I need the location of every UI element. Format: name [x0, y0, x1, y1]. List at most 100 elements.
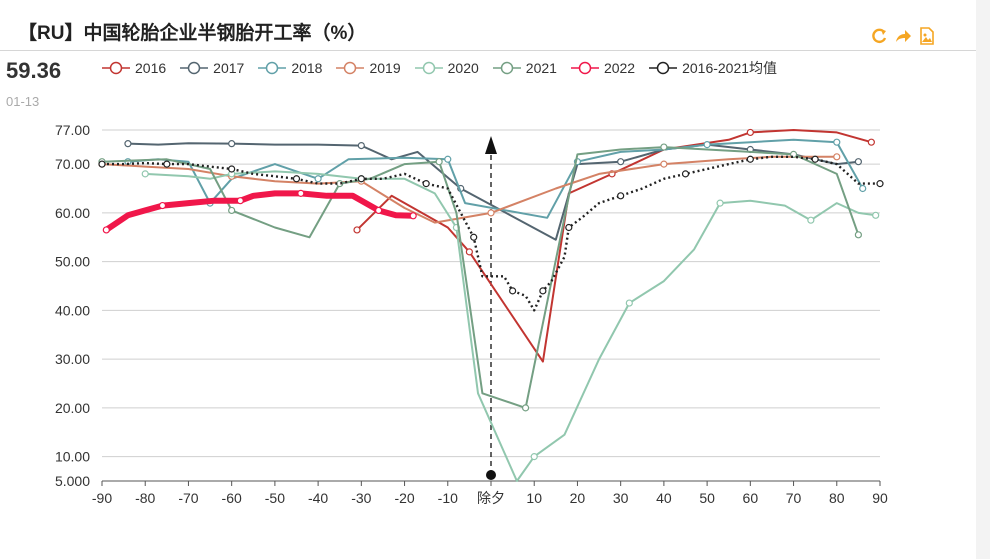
x-tick-label: 除夕 [477, 490, 505, 506]
y-tick-label: 60.00 [55, 205, 90, 221]
y-tick-label: 10.00 [55, 449, 90, 465]
x-tick-label: -80 [135, 490, 155, 506]
series-point-2016-2021均值 [539, 287, 547, 295]
legend-marker [258, 61, 287, 75]
series-point-2022 [102, 226, 110, 234]
series-point-2021 [435, 158, 443, 166]
series-point-2020 [872, 211, 880, 219]
legend-item-2019[interactable]: 2019 [336, 58, 401, 78]
series-point-2017 [854, 158, 862, 166]
legend-label: 2020 [447, 60, 479, 76]
latest-value: 59.36 [6, 58, 62, 83]
legend-item-2021[interactable]: 2021 [492, 58, 557, 78]
series-line-2021 [101, 146, 860, 409]
x-tick-label: 10 [526, 490, 542, 506]
annotation-dot [486, 470, 496, 480]
legend-marker [570, 61, 599, 75]
legend-label: 2018 [291, 60, 323, 76]
x-tick-label: 90 [872, 490, 888, 506]
series-point-2016-2021均值 [98, 160, 106, 168]
series-point-2016-2021均值 [746, 155, 754, 163]
series-point-2016 [465, 248, 473, 256]
series-point-2016-2021均值 [422, 180, 430, 188]
legend-label: 2016 [135, 60, 167, 76]
x-tick-label: -70 [178, 490, 198, 506]
x-tick-label: -60 [222, 490, 242, 506]
legend-marker [492, 61, 521, 75]
legend-item-2022[interactable]: 2022 [570, 58, 636, 78]
series-point-2018 [833, 138, 841, 146]
series-point-2016-2021均值 [681, 170, 690, 178]
y-tick-label: 77.00 [55, 122, 90, 138]
series-line-2019 [101, 155, 837, 224]
series-point-2016 [867, 138, 875, 146]
series-point-2019 [660, 160, 668, 168]
legend-label: 2022 [603, 60, 636, 76]
legend-label: 2017 [213, 60, 245, 76]
legend-item-2020[interactable]: 2020 [414, 58, 479, 78]
series-point-2017 [357, 142, 365, 150]
series-point-2017 [617, 158, 625, 166]
legend-item-2016[interactable]: 2016 [102, 58, 166, 78]
series-point-2022 [297, 189, 305, 197]
image-download-icon[interactable] [918, 27, 936, 45]
series-point-2020 [141, 170, 149, 178]
x-tick-label: 80 [829, 490, 845, 506]
legend-marker [102, 61, 130, 75]
legend-label: 2019 [369, 60, 401, 76]
y-tick-label: 50.00 [55, 254, 90, 270]
y-tick-label: 70.00 [55, 156, 90, 172]
series-point-2016-2021均值 [292, 175, 301, 183]
series-point-2020 [530, 453, 538, 461]
refresh-icon[interactable] [870, 27, 888, 45]
series-point-2020 [807, 216, 815, 224]
series-point-2020 [625, 299, 633, 307]
series-point-2016-2021均值 [876, 180, 884, 188]
legend-marker [180, 61, 209, 75]
x-tick-label: 60 [743, 490, 759, 506]
x-tick-label: 70 [786, 490, 802, 506]
series-point-2016 [746, 128, 754, 137]
x-tick-label: -40 [308, 490, 328, 506]
chart-toolbar [870, 27, 936, 45]
share-icon[interactable] [894, 27, 912, 45]
y-tick-label: 30.00 [55, 351, 90, 367]
annotation-arrowhead [485, 136, 497, 154]
series-point-2022 [158, 201, 167, 210]
series-point-2022 [375, 206, 383, 215]
series-point-2018 [703, 141, 711, 149]
x-tick-label: 40 [656, 490, 672, 506]
legend-item-2016-2021均值[interactable]: 2016-2021均值 [649, 58, 777, 78]
series-point-2016-2021均值 [617, 192, 625, 200]
chart-title: 【RU】中国轮胎企业半钢胎开工率（%） [18, 23, 367, 44]
series-point-2017 [124, 140, 132, 148]
series-point-2020 [716, 199, 724, 207]
x-tick-label: -10 [438, 490, 458, 506]
series-line-2020 [145, 170, 876, 482]
y-tick-label: 5.000 [55, 473, 90, 489]
legend-label: 2016-2021均值 [682, 60, 778, 76]
series-point-2018 [444, 155, 452, 163]
series-point-2021 [854, 231, 862, 239]
legend-item-2017[interactable]: 2017 [180, 58, 244, 78]
series-point-2018 [859, 184, 867, 193]
x-tick-label: 30 [613, 490, 629, 506]
series-point-2016-2021均值 [163, 160, 171, 168]
series-point-2016-2021均值 [228, 165, 236, 173]
x-tick-label: -30 [351, 490, 371, 506]
series-point-2022 [236, 197, 244, 205]
legend-marker [414, 61, 443, 75]
y-tick-label: 40.00 [55, 302, 90, 318]
series-point-2016-2021均值 [470, 233, 478, 241]
series-point-2018 [314, 175, 322, 183]
series-point-2021 [228, 206, 236, 215]
series-point-2022 [409, 212, 417, 220]
series-line-2022 [104, 190, 414, 233]
legend-item-2018[interactable]: 2018 [258, 58, 322, 78]
series-point-2019 [833, 153, 841, 161]
series-point-2021 [660, 143, 668, 151]
series-point-2017 [228, 140, 236, 148]
series-point-2016-2021均值 [357, 175, 365, 183]
